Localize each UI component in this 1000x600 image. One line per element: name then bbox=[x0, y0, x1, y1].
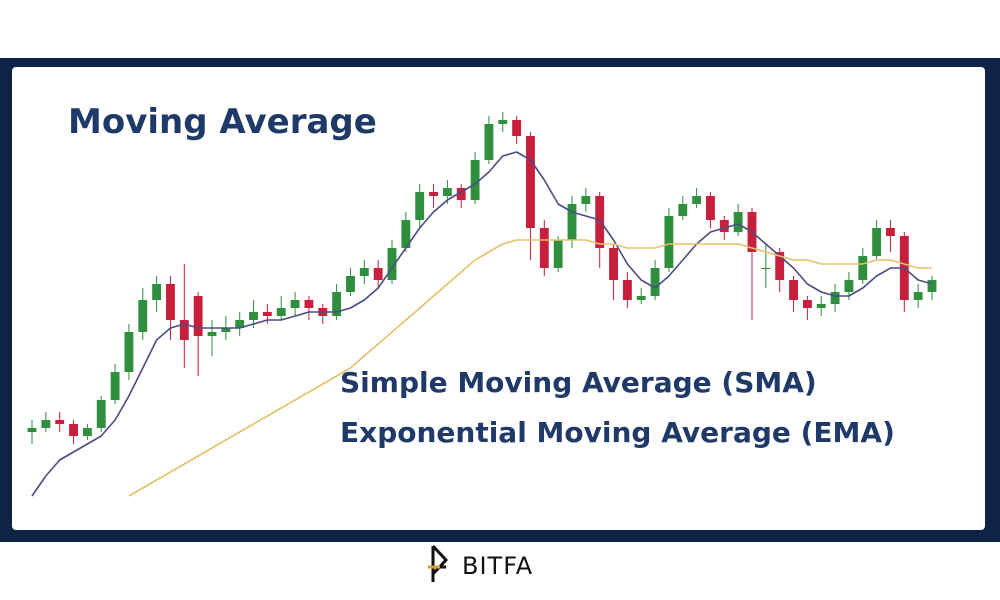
candle-body bbox=[470, 160, 480, 200]
candle-body bbox=[650, 268, 660, 296]
candle-body bbox=[276, 308, 286, 316]
candle-body bbox=[179, 320, 189, 340]
candle-body bbox=[636, 296, 646, 300]
candle-body bbox=[886, 228, 895, 236]
candle-body bbox=[27, 428, 37, 432]
candle-body bbox=[927, 280, 937, 292]
logo-icon bbox=[428, 544, 449, 582]
candle-body bbox=[262, 312, 272, 316]
candle-body bbox=[221, 328, 231, 332]
candle-body bbox=[429, 192, 438, 196]
candle-body bbox=[96, 400, 106, 428]
candle-body bbox=[387, 248, 397, 280]
candle-body bbox=[41, 420, 51, 428]
candle-body bbox=[830, 292, 840, 304]
candle-body bbox=[373, 268, 383, 280]
candle-body bbox=[775, 252, 785, 280]
candle-body bbox=[913, 292, 923, 300]
candle-body bbox=[152, 284, 162, 300]
candle-body bbox=[166, 284, 175, 320]
moving-average-line bbox=[31, 151, 933, 497]
candle-body bbox=[802, 300, 812, 308]
candle-body bbox=[290, 300, 300, 308]
candle-body bbox=[332, 292, 342, 316]
brand-logo: BITFA bbox=[428, 544, 533, 582]
candle-body bbox=[706, 196, 715, 220]
candle-body bbox=[526, 136, 535, 228]
candle-body bbox=[55, 420, 65, 424]
candle-body bbox=[844, 280, 854, 292]
candle-body bbox=[138, 300, 148, 332]
candle-body bbox=[124, 332, 134, 372]
candle-body bbox=[456, 188, 466, 200]
chart-title: Moving Average bbox=[68, 102, 377, 142]
candle-body bbox=[553, 240, 563, 268]
candle-body bbox=[484, 124, 494, 160]
candle-body bbox=[442, 188, 452, 196]
candle-body bbox=[692, 196, 702, 204]
candle-body bbox=[595, 196, 605, 248]
candle-body bbox=[359, 268, 369, 276]
candle-body bbox=[401, 220, 411, 248]
candle-body bbox=[622, 280, 632, 300]
annotation: Exponential Moving Average (EMA) bbox=[340, 416, 895, 449]
candle-body bbox=[512, 120, 522, 136]
candle-body bbox=[498, 120, 508, 124]
chart-panel bbox=[12, 67, 985, 530]
candle-body bbox=[581, 196, 591, 204]
candle-body bbox=[664, 216, 674, 268]
candle-body bbox=[539, 228, 549, 268]
candle-body bbox=[110, 372, 120, 400]
candle-body bbox=[567, 204, 577, 240]
candle-body bbox=[235, 320, 245, 328]
candle-body bbox=[678, 204, 688, 216]
candle-body bbox=[193, 296, 203, 336]
candle-body bbox=[733, 212, 743, 232]
candle-body bbox=[719, 220, 729, 232]
moving-average-line bbox=[128, 239, 932, 497]
candle-body bbox=[761, 268, 771, 269]
candle-body bbox=[415, 192, 425, 220]
candle-body bbox=[816, 304, 826, 308]
brand-name: BITFA bbox=[462, 552, 533, 580]
candle-body bbox=[69, 424, 78, 436]
candle-body bbox=[304, 300, 314, 308]
candle-body bbox=[249, 312, 258, 320]
candle-body bbox=[82, 428, 92, 436]
annotation: Simple Moving Average (SMA) bbox=[340, 366, 817, 399]
plot bbox=[27, 112, 937, 497]
candle-body bbox=[858, 256, 868, 280]
candle-body bbox=[609, 248, 618, 280]
candle-body bbox=[346, 276, 355, 292]
candle-body bbox=[789, 280, 798, 300]
candle-body bbox=[207, 332, 217, 336]
candle-body bbox=[872, 228, 882, 256]
